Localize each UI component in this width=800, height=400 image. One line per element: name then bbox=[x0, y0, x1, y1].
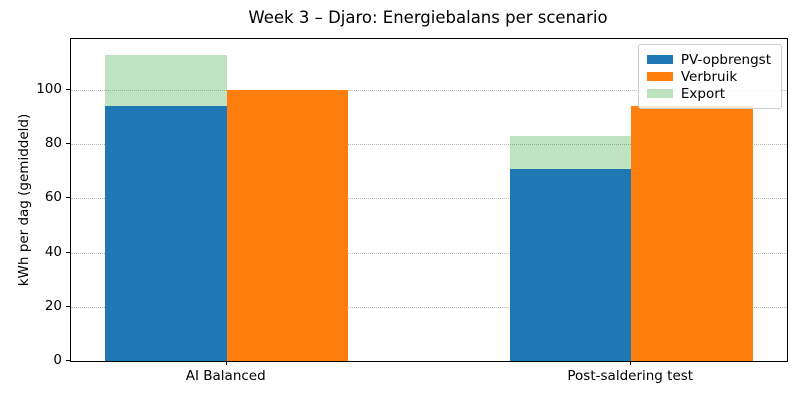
legend-label-2: Export bbox=[680, 85, 726, 102]
bar-export-1 bbox=[509, 136, 632, 169]
gridline-20 bbox=[71, 306, 787, 308]
legend-item-0: PV-opbrengst bbox=[646, 51, 771, 68]
x-tick-label-1: Post-saldering test bbox=[567, 368, 694, 384]
gridline-80 bbox=[71, 144, 787, 146]
legend-label-1: Verbruik bbox=[680, 68, 738, 85]
legend-swatch-0 bbox=[646, 55, 673, 64]
chart-title: Week 3 – Djaro: Energiebalans per scenar… bbox=[248, 8, 608, 27]
x-tick-0 bbox=[225, 361, 227, 365]
legend-swatch-2 bbox=[646, 89, 673, 98]
y-tick-label-0: 0 bbox=[53, 352, 62, 368]
y-tick-label-60: 60 bbox=[44, 189, 62, 206]
y-tick-80 bbox=[66, 143, 70, 145]
bar-verbruik-0 bbox=[226, 89, 349, 361]
legend-item-2: Export bbox=[646, 85, 771, 102]
y-tick-label-20: 20 bbox=[44, 297, 62, 314]
gridline-100 bbox=[71, 89, 787, 91]
y-tick-label-80: 80 bbox=[44, 135, 62, 152]
y-tick-40 bbox=[66, 251, 70, 253]
legend-item-1: Verbruik bbox=[646, 68, 771, 85]
x-tick-label-0: AI Balanced bbox=[185, 368, 266, 384]
legend: PV-opbrengst Verbruik Export bbox=[637, 44, 782, 109]
y-tick-0 bbox=[66, 360, 70, 361]
y-tick-label-40: 40 bbox=[44, 243, 62, 260]
bar-pv-opbrengst-1 bbox=[509, 168, 632, 361]
y-tick-60 bbox=[66, 197, 70, 199]
bar-verbruik-1 bbox=[631, 106, 753, 361]
plot-area: PV-opbrengst Verbruik Export bbox=[70, 38, 788, 362]
y-tick-label-100: 100 bbox=[36, 80, 62, 97]
x-tick-1 bbox=[630, 361, 632, 365]
bar-export-0 bbox=[105, 54, 227, 107]
gridline-40 bbox=[71, 252, 787, 254]
y-tick-100 bbox=[66, 88, 70, 90]
bar-pv-opbrengst-0 bbox=[105, 106, 227, 361]
legend-swatch-1 bbox=[646, 72, 673, 81]
y-tick-20 bbox=[66, 305, 70, 307]
gridline-60 bbox=[71, 198, 787, 200]
legend-label-0: PV-opbrengst bbox=[680, 51, 771, 68]
